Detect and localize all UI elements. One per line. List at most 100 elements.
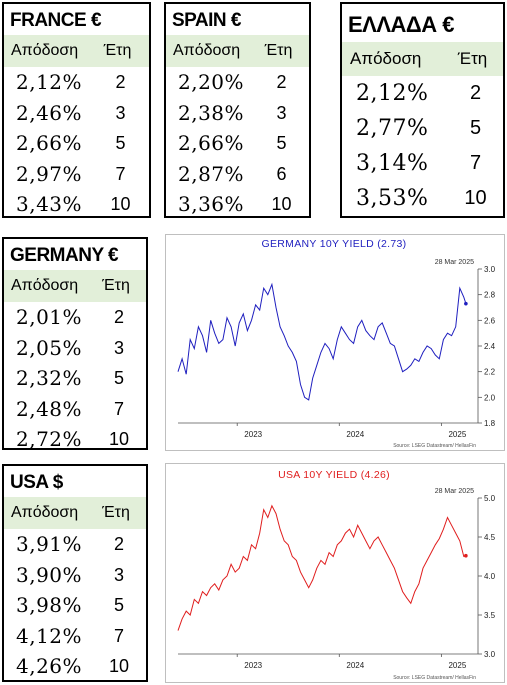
years-column-header: Έτη xyxy=(264,42,293,59)
table-row: 2,77% 5 xyxy=(342,111,503,146)
x-tick-label: 2025 xyxy=(448,661,466,670)
y-tick-label: 3.5 xyxy=(484,611,496,620)
years-value: 7 xyxy=(113,625,124,646)
table-row: 2,46% 3 xyxy=(4,98,149,129)
yield-value: 3,98% xyxy=(16,593,83,617)
table-title: GERMANY € xyxy=(10,245,119,266)
table-row: 2,48% 7 xyxy=(4,394,146,425)
usa-chart-canvas: USA 10Y YIELD (4.26) 28 Mar 2025 5.0 4.5 4.0… xyxy=(177,469,496,681)
yield-series-line xyxy=(177,504,467,631)
y-tick-label: 5.0 xyxy=(484,494,496,503)
table-title: FRANCE € xyxy=(10,10,102,31)
yield-value: 2,32% xyxy=(16,366,83,390)
yield-value: 2,66% xyxy=(16,131,83,155)
years-value: 7 xyxy=(469,152,482,174)
years-value: 3 xyxy=(276,102,287,123)
table-row: 2,97% 7 xyxy=(4,159,149,190)
table-row: 3,36% 10 xyxy=(166,189,309,216)
last-value-marker xyxy=(464,553,468,558)
last-value-marker xyxy=(464,301,468,306)
years-value: 7 xyxy=(115,163,126,184)
yield-column-header: Απόδοση xyxy=(11,277,79,294)
years-value: 5 xyxy=(115,133,126,153)
years-value: 5 xyxy=(276,133,287,153)
x-tick-label: 2023 xyxy=(244,430,262,439)
years-column-header: Έτη xyxy=(102,504,130,521)
table-header: Απόδοση Έτη xyxy=(166,35,309,67)
yield-value: 3,53% xyxy=(356,186,429,211)
years-value: 7 xyxy=(113,398,124,419)
chart-source: Source: LSEG Datastream/ HellasFin xyxy=(393,443,476,449)
years-value: 10 xyxy=(108,429,130,449)
table-title: ΕΛΛΑΔΑ € xyxy=(348,12,454,37)
yield-value: 2,97% xyxy=(16,161,83,186)
usa-yield-table: USA $ Απόδοση Έτη 3,91% 2 3,90% 3 3,98% 5 4… xyxy=(2,464,148,682)
table-row: 4,12% 7 xyxy=(4,621,146,652)
table-row: 3,53% 10 xyxy=(342,181,503,216)
yield-value: 2,48% xyxy=(16,396,83,421)
germany-10y-yield-chart: GERMANY 10Y YIELD (2.73) 28 Mar 2025 3.0 2.… xyxy=(165,234,505,451)
x-tick-label: 2024 xyxy=(346,661,364,670)
years-value: 6 xyxy=(276,163,287,184)
y-tick-label: 2.2 xyxy=(484,368,496,377)
years-value: 2 xyxy=(113,307,124,327)
yield-value: 2,46% xyxy=(16,100,83,125)
yield-value: 4,12% xyxy=(16,623,83,648)
greece-yield-table: ΕΛΛΑΔΑ € Απόδοση Έτη 2,12% 2 2,77% 5 3,14%… xyxy=(340,2,505,218)
table-row: 2,66% 5 xyxy=(166,128,309,159)
years-value: 2 xyxy=(469,82,482,104)
table-row: 2,12% 2 xyxy=(342,76,503,111)
years-column-header: Έτη xyxy=(102,277,130,294)
yield-value: 2,01% xyxy=(16,305,83,329)
y-tick-label: 4.0 xyxy=(484,572,496,581)
yield-value: 3,14% xyxy=(356,151,429,176)
yield-series-line xyxy=(177,282,467,401)
table-row: 2,66% 5 xyxy=(4,128,149,159)
chart-title: USA 10Y YIELD (4.26) xyxy=(278,469,390,481)
table-row: 3,14% 7 xyxy=(342,146,503,181)
yield-value: 2,87% xyxy=(178,161,245,186)
yield-value: 2,66% xyxy=(178,131,245,155)
table-header: Απόδοση Έτη xyxy=(4,270,146,302)
years-value: 10 xyxy=(464,187,487,209)
years-value: 10 xyxy=(110,194,131,214)
yield-column-header: Απόδοση xyxy=(350,49,422,68)
table-header: Απόδοση Έτη xyxy=(4,497,146,529)
yield-value: 3,36% xyxy=(178,192,245,216)
spain-yield-table: SPAIN € Απόδοση Έτη 2,20% 2 2,38% 3 2,66% 5… xyxy=(164,2,311,218)
germany-chart-canvas: GERMANY 10Y YIELD (2.73) 28 Mar 2025 3.0 2.… xyxy=(177,238,496,449)
years-value: 2 xyxy=(276,72,287,92)
years-value: 5 xyxy=(113,368,124,388)
x-tick-label: 2024 xyxy=(346,430,364,439)
table-row: 3,43% 10 xyxy=(4,189,149,216)
years-value: 5 xyxy=(469,117,482,139)
chart-source: Source: LSEG Datastream/ HellasFin xyxy=(393,675,476,681)
yield-value: 4,26% xyxy=(16,654,83,678)
years-value: 2 xyxy=(113,534,124,554)
years-value: 10 xyxy=(271,194,292,214)
yield-column-header: Απόδοση xyxy=(11,504,79,521)
years-value: 3 xyxy=(113,337,124,358)
yield-value: 2,20% xyxy=(178,70,245,94)
y-tick-label: 3.0 xyxy=(484,265,496,274)
x-tick-label: 2025 xyxy=(448,430,466,439)
table-row: 2,12% 2 xyxy=(4,67,149,98)
yield-value: 2,05% xyxy=(16,335,83,360)
chart-date-label: 28 Mar 2025 xyxy=(435,488,474,495)
years-value: 10 xyxy=(108,656,130,676)
table-row: 3,90% 3 xyxy=(4,560,146,591)
table-title: USA $ xyxy=(10,472,63,493)
chart-date-label: 28 Mar 2025 xyxy=(435,259,474,266)
years-column-header: Έτη xyxy=(103,42,132,59)
table-row: 4,26% 10 xyxy=(4,651,146,680)
y-tick-label: 2.4 xyxy=(484,342,496,351)
germany-yield-table: GERMANY € Απόδοση Έτη 2,01% 2 2,05% 3 2,32… xyxy=(2,237,148,450)
table-row: 2,05% 3 xyxy=(4,333,146,364)
years-value: 5 xyxy=(113,595,124,615)
years-column-header: Έτη xyxy=(457,49,488,68)
y-tick-label: 4.5 xyxy=(484,533,496,542)
france-yield-table: FRANCE € Απόδοση Έτη 2,12% 2 2,46% 3 2,66%… xyxy=(2,2,151,218)
y-tick-label: 1.8 xyxy=(484,419,496,428)
table-header: Απόδοση Έτη xyxy=(4,35,149,67)
years-value: 2 xyxy=(115,72,126,92)
